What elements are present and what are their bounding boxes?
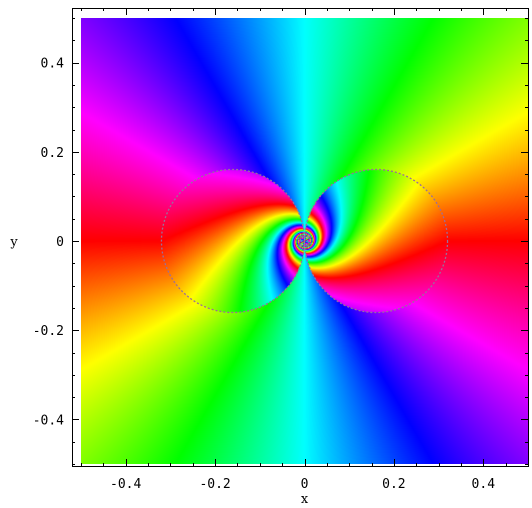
plot-frame bbox=[72, 8, 529, 467]
y-axis-label: y bbox=[9, 235, 18, 250]
y-tick-label: -0.2 bbox=[33, 324, 64, 339]
y-tick-label: 0.4 bbox=[41, 57, 65, 72]
tick-label-layer: -0.4 -0.2 0 0.2 0.4 0.4 0.2 0 -0.2 -0.4 bbox=[33, 57, 496, 492]
annotation-layer bbox=[160, 168, 449, 314]
annotation-circle-1 bbox=[303, 168, 449, 314]
x-tick-label: 0.4 bbox=[472, 477, 496, 492]
x-tick-label: -0.4 bbox=[110, 477, 141, 492]
y-tick-label: 0 bbox=[56, 235, 64, 250]
y-tick-label: 0.2 bbox=[41, 146, 64, 161]
tick-layer bbox=[72, 8, 529, 466]
x-axis-label: x bbox=[301, 492, 309, 507]
y-tick-label: -0.4 bbox=[33, 413, 64, 428]
x-tick-label: 0.2 bbox=[382, 477, 405, 492]
x-tick-label: 0 bbox=[301, 477, 309, 492]
x-tick-label: -0.2 bbox=[199, 477, 230, 492]
